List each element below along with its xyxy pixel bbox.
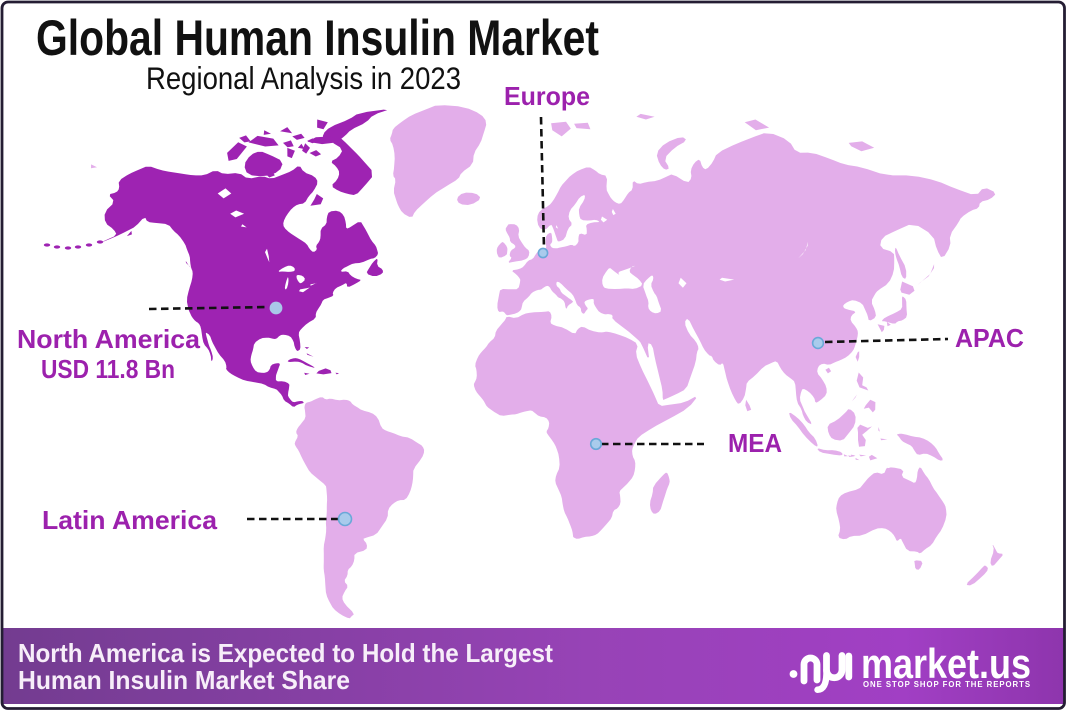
svg-text:Latin America: Latin America — [42, 505, 218, 535]
svg-text:North America is Expected to H: North America is Expected to Hold the La… — [18, 638, 553, 668]
svg-text:APAC: APAC — [955, 323, 1024, 353]
svg-text:USD 11.8 Bn: USD 11.8 Bn — [41, 354, 175, 384]
svg-text:Europe: Europe — [504, 81, 590, 111]
svg-text:market.us: market.us — [861, 640, 1031, 687]
svg-text:MEA: MEA — [728, 428, 782, 458]
svg-text:Global Human Insulin Market: Global Human Insulin Market — [36, 10, 599, 66]
svg-text:Regional Analysis in 2023: Regional Analysis in 2023 — [146, 60, 461, 96]
svg-text:ONE STOP SHOP FOR THE REPORTS: ONE STOP SHOP FOR THE REPORTS — [863, 680, 1031, 689]
svg-text:North America: North America — [17, 324, 201, 354]
svg-text:Human Insulin Market Share: Human Insulin Market Share — [18, 665, 350, 695]
